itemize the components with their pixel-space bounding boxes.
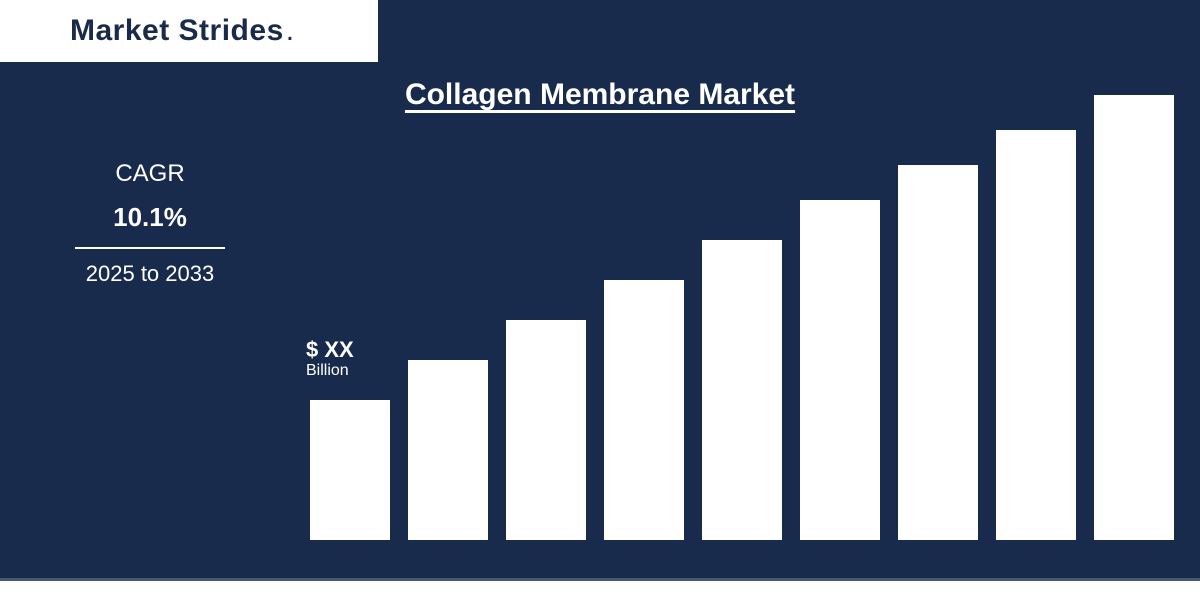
bar-x-label: 2029 bbox=[720, 545, 765, 568]
bar bbox=[702, 240, 782, 540]
cagr-label: CAGR bbox=[60, 160, 240, 188]
bar-x-label: 2025 bbox=[328, 545, 373, 568]
bar-x-label: 2031 bbox=[916, 545, 961, 568]
bar bbox=[408, 360, 488, 540]
bottom-strip bbox=[0, 581, 1200, 600]
bar bbox=[604, 280, 684, 540]
bar-x-label: 2028 bbox=[622, 545, 667, 568]
logo-dot: . bbox=[286, 14, 294, 48]
bar-slot: 2030 bbox=[800, 200, 880, 540]
chart-title: Collagen Membrane Market bbox=[405, 78, 795, 112]
bar-slot: 2026 bbox=[408, 360, 488, 540]
bar-chart: $ XX Billion $ XX Billion 20252026202720… bbox=[300, 130, 1180, 570]
bar-slot: 2033 bbox=[1094, 95, 1174, 540]
bar-slot: 2031 bbox=[898, 165, 978, 540]
bar bbox=[310, 400, 390, 540]
bar bbox=[800, 200, 880, 540]
bar bbox=[996, 130, 1076, 540]
bar bbox=[1094, 95, 1174, 540]
bar-x-label: 2032 bbox=[1014, 545, 1059, 568]
logo-bar: Market Strides. bbox=[0, 0, 378, 62]
cagr-range: 2025 to 2033 bbox=[60, 261, 240, 287]
bar-slot: 2025 bbox=[310, 400, 390, 540]
cagr-divider bbox=[75, 247, 225, 249]
bar-x-label: 2027 bbox=[524, 545, 569, 568]
cagr-block: CAGR 10.1% 2025 to 2033 bbox=[60, 160, 240, 287]
logo-text: Market Strides bbox=[70, 14, 284, 48]
cagr-value: 10.1% bbox=[60, 202, 240, 233]
bar-slot: 2028 bbox=[604, 280, 684, 540]
bar bbox=[506, 320, 586, 540]
bar bbox=[898, 165, 978, 540]
bar-slot: 2029 bbox=[702, 240, 782, 540]
bar-x-label: 2030 bbox=[818, 545, 863, 568]
bar-x-label: 2033 bbox=[1112, 545, 1157, 568]
bar-x-label: 2026 bbox=[426, 545, 471, 568]
bar-slot: 2032 bbox=[996, 130, 1076, 540]
bar-slot: 2027 bbox=[506, 320, 586, 540]
